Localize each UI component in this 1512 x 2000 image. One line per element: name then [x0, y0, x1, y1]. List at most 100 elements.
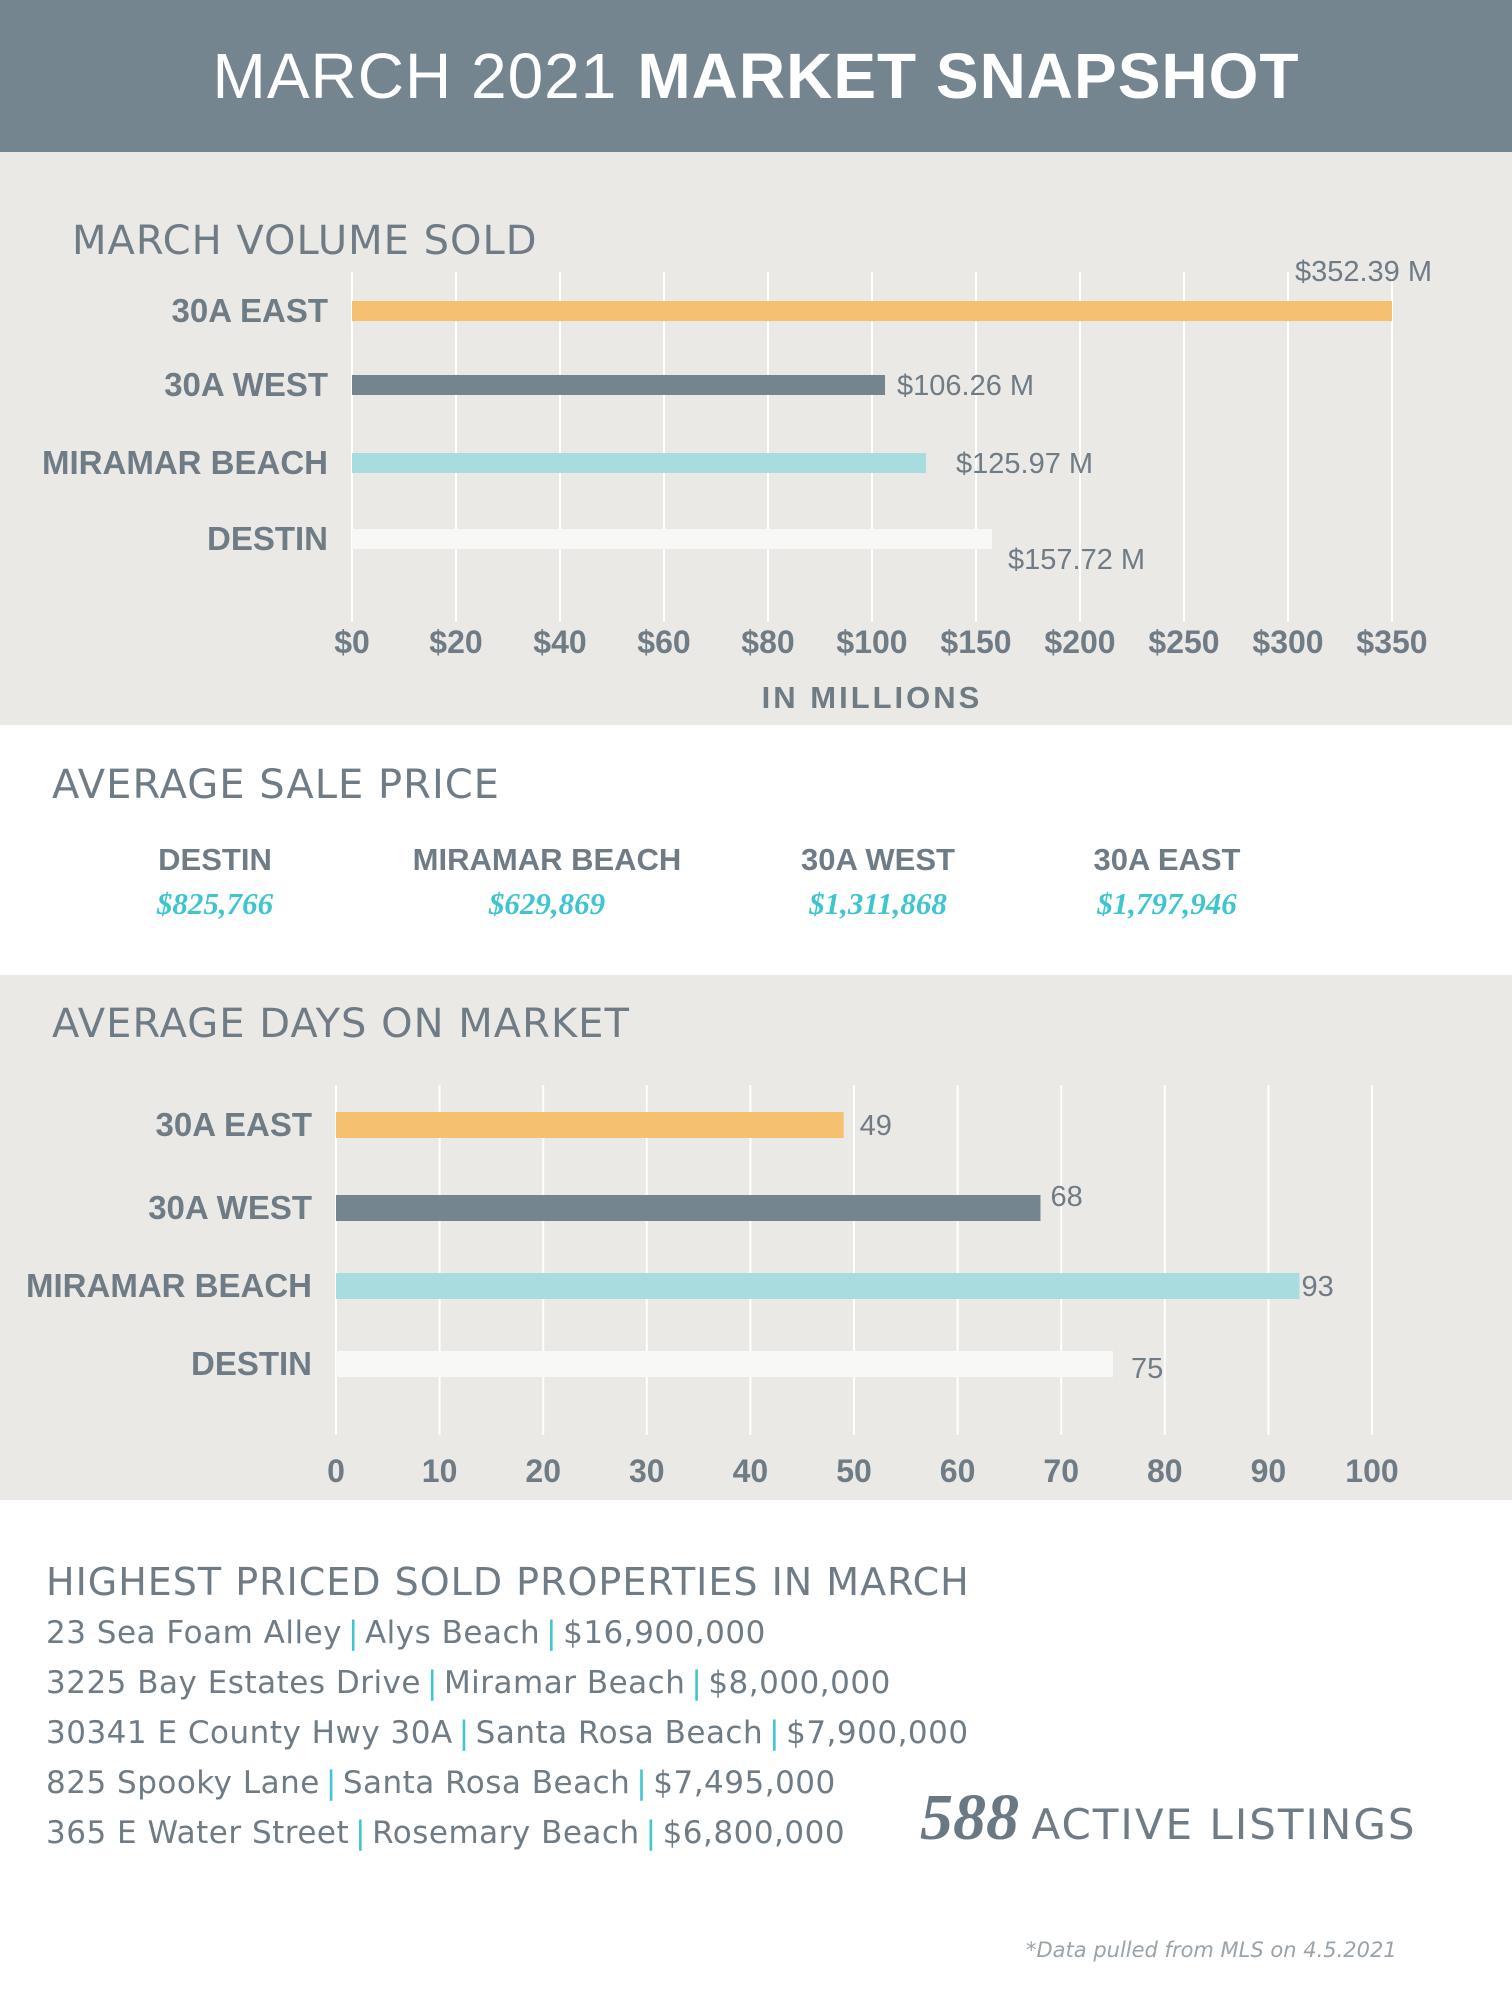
separator: |	[636, 1765, 648, 1801]
volume-sold-chart: $0 $20 $40 $60 $80 $100 $150 $200 $250 $300 $350 30…	[42, 256, 1432, 715]
separator: |	[645, 1815, 657, 1851]
avg-sale-price: $825,766	[156, 886, 274, 921]
bar-category-miramar-beach: MIRAMAR BEACH	[26, 1267, 312, 1304]
header-title-light: MARCH 2021	[212, 40, 618, 112]
bar-value-label-miramar-beach: $125.97 M	[956, 448, 1093, 480]
bar-miramar-beach	[336, 1273, 1300, 1299]
property-area: Rosemary Beach	[372, 1815, 640, 1851]
x-tick-label: 40	[733, 1453, 769, 1489]
property-address: 23 Sea Foam Alley	[46, 1615, 342, 1651]
property-price: $6,800,000	[662, 1815, 846, 1851]
x-tick-label: $80	[741, 624, 794, 660]
active-listings: 588 ACTIVE LISTINGS	[920, 1780, 1417, 1856]
bar-value-label-destin: $157.72 M	[1008, 544, 1145, 576]
x-tick-label: 30	[629, 1453, 665, 1489]
avg-sale-price: $629,869	[488, 886, 606, 921]
x-tick-label: $250	[1148, 624, 1219, 660]
avg-sale-city: DESTIN	[158, 842, 272, 877]
highest-priced-list: 23 Sea Foam Alley | Alys Beach | $16,900,000…	[46, 1608, 969, 1858]
property-address: 365 E Water Street	[46, 1815, 350, 1851]
avg-sale-item-miramar-beach: MIRAMAR BEACH $629,869	[347, 842, 747, 922]
avg-sale-item-30a-west: 30A WEST $1,311,868	[678, 842, 1078, 922]
bar-value-label-destin: 75	[1131, 1353, 1163, 1385]
highest-priced-title: HIGHEST PRICED SOLD PROPERTIES IN MARCH	[46, 1560, 970, 1604]
avg-sale-price: $1,311,868	[809, 886, 947, 921]
avg-sale-city: MIRAMAR BEACH	[412, 842, 682, 877]
avg-sale-title: AVERAGE SALE PRICE	[52, 762, 500, 808]
bar-category-30a-east: 30A EAST	[172, 292, 329, 329]
property-price: $7,900,000	[786, 1715, 969, 1751]
volume-sold-panel: MARCH VOLUME SOLD $0 $20 $40 $60 $80 $100 $150…	[0, 152, 1512, 725]
separator: |	[355, 1815, 367, 1851]
separator: |	[458, 1715, 470, 1751]
avg-sale-city: 30A WEST	[801, 842, 955, 877]
bar-30a-east	[336, 1112, 844, 1138]
bar-value-label-30a-east: 49	[860, 1110, 892, 1142]
bar-value-label-30a-east: $352.39 M	[1295, 256, 1432, 288]
x-tick-label: $60	[637, 624, 690, 660]
bar-destin	[336, 1351, 1113, 1377]
x-tick-label: 80	[1147, 1453, 1183, 1489]
data-source-footnote: *Data pulled from MLS on 4.5.2021	[1026, 1938, 1397, 1962]
x-tick-label: 90	[1251, 1453, 1287, 1489]
bar-30a-east	[352, 301, 1392, 321]
x-tick-label: $350	[1356, 624, 1427, 660]
property-row: 365 E Water Street | Rosemary Beach | $6,800…	[46, 1808, 969, 1858]
bar-30a-west	[352, 375, 886, 395]
avg-sale-item-30a-east: 30A EAST $1,797,946	[967, 842, 1367, 922]
avg-sale-city: 30A EAST	[1093, 842, 1241, 877]
property-price: $8,000,000	[708, 1665, 891, 1701]
bar-value-label-miramar-beach: 93	[1301, 1271, 1333, 1303]
property-address: 30341 E County Hwy 30A	[46, 1715, 453, 1751]
x-tick-label: 0	[327, 1453, 345, 1489]
property-area: Santa Rosa Beach	[475, 1715, 764, 1751]
x-tick-label: $200	[1044, 624, 1115, 660]
days-on-market-chart: 0 10 20 30 40 50 60 70 80 90 100 30A EAST 49 30A WEST…	[26, 1085, 1399, 1489]
x-tick-label: 100	[1345, 1453, 1398, 1489]
avg-sale-price: $1,797,946	[1097, 886, 1237, 921]
property-row: 825 Spooky Lane | Santa Rosa Beach | $7,495,…	[46, 1758, 969, 1808]
separator: |	[546, 1615, 558, 1651]
x-tick-label: 20	[525, 1453, 561, 1489]
separator: |	[426, 1665, 438, 1701]
separator: |	[691, 1665, 703, 1701]
property-price: $16,900,000	[563, 1615, 766, 1651]
days-on-market-title: AVERAGE DAYS ON MARKET	[52, 1001, 630, 1047]
property-area: Miramar Beach	[443, 1665, 686, 1701]
bar-category-30a-west: 30A WEST	[164, 366, 328, 403]
bar-category-miramar-beach: MIRAMAR BEACH	[42, 444, 328, 481]
x-tick-label: $100	[836, 624, 907, 660]
bar-category-destin: DESTIN	[207, 520, 328, 557]
x-tick-label: $20	[429, 624, 482, 660]
property-row: 30341 E County Hwy 30A | Santa Rosa Beach |…	[46, 1708, 969, 1758]
bar-category-30a-east: 30A EAST	[156, 1106, 313, 1143]
x-tick-label: $40	[533, 624, 586, 660]
separator: |	[325, 1765, 337, 1801]
property-row: 23 Sea Foam Alley | Alys Beach | $16,900,000	[46, 1608, 969, 1658]
header-title-bold: MARKET SNAPSHOT	[637, 40, 1300, 112]
bar-category-destin: DESTIN	[191, 1345, 312, 1382]
x-tick-label: 10	[422, 1453, 458, 1489]
property-price: $7,495,000	[653, 1765, 836, 1801]
bar-value-label-30a-west: $106.26 M	[897, 370, 1034, 402]
active-listings-count: 588	[920, 1781, 1019, 1854]
volume-sold-title: MARCH VOLUME SOLD	[72, 218, 538, 264]
bar-30a-west	[336, 1195, 1041, 1221]
property-area: Santa Rosa Beach	[342, 1765, 631, 1801]
x-tick-label: $0	[334, 624, 370, 660]
active-listings-label: ACTIVE LISTINGS	[1031, 1800, 1417, 1849]
bar-value-label-30a-west: 68	[1050, 1181, 1082, 1213]
days-on-market-panel: AVERAGE DAYS ON MARKET 0 10 20 30 40 50 60 70 80…	[0, 975, 1512, 1500]
property-address: 3225 Bay Estates Drive	[46, 1665, 421, 1701]
separator: |	[769, 1715, 781, 1751]
x-tick-label: 60	[940, 1453, 976, 1489]
separator: |	[348, 1615, 359, 1651]
avg-sale-item-destin: DESTIN $825,766	[15, 842, 415, 922]
property-address: 825 Spooky Lane	[46, 1765, 320, 1801]
x-tick-label: $150	[940, 624, 1011, 660]
property-area: Alys Beach	[364, 1615, 541, 1651]
bar-category-30a-west: 30A WEST	[148, 1189, 312, 1226]
bar-destin	[352, 529, 993, 549]
page-header: MARCH 2021 MARKET SNAPSHOT	[0, 0, 1512, 152]
x-tick-label: 70	[1043, 1453, 1079, 1489]
